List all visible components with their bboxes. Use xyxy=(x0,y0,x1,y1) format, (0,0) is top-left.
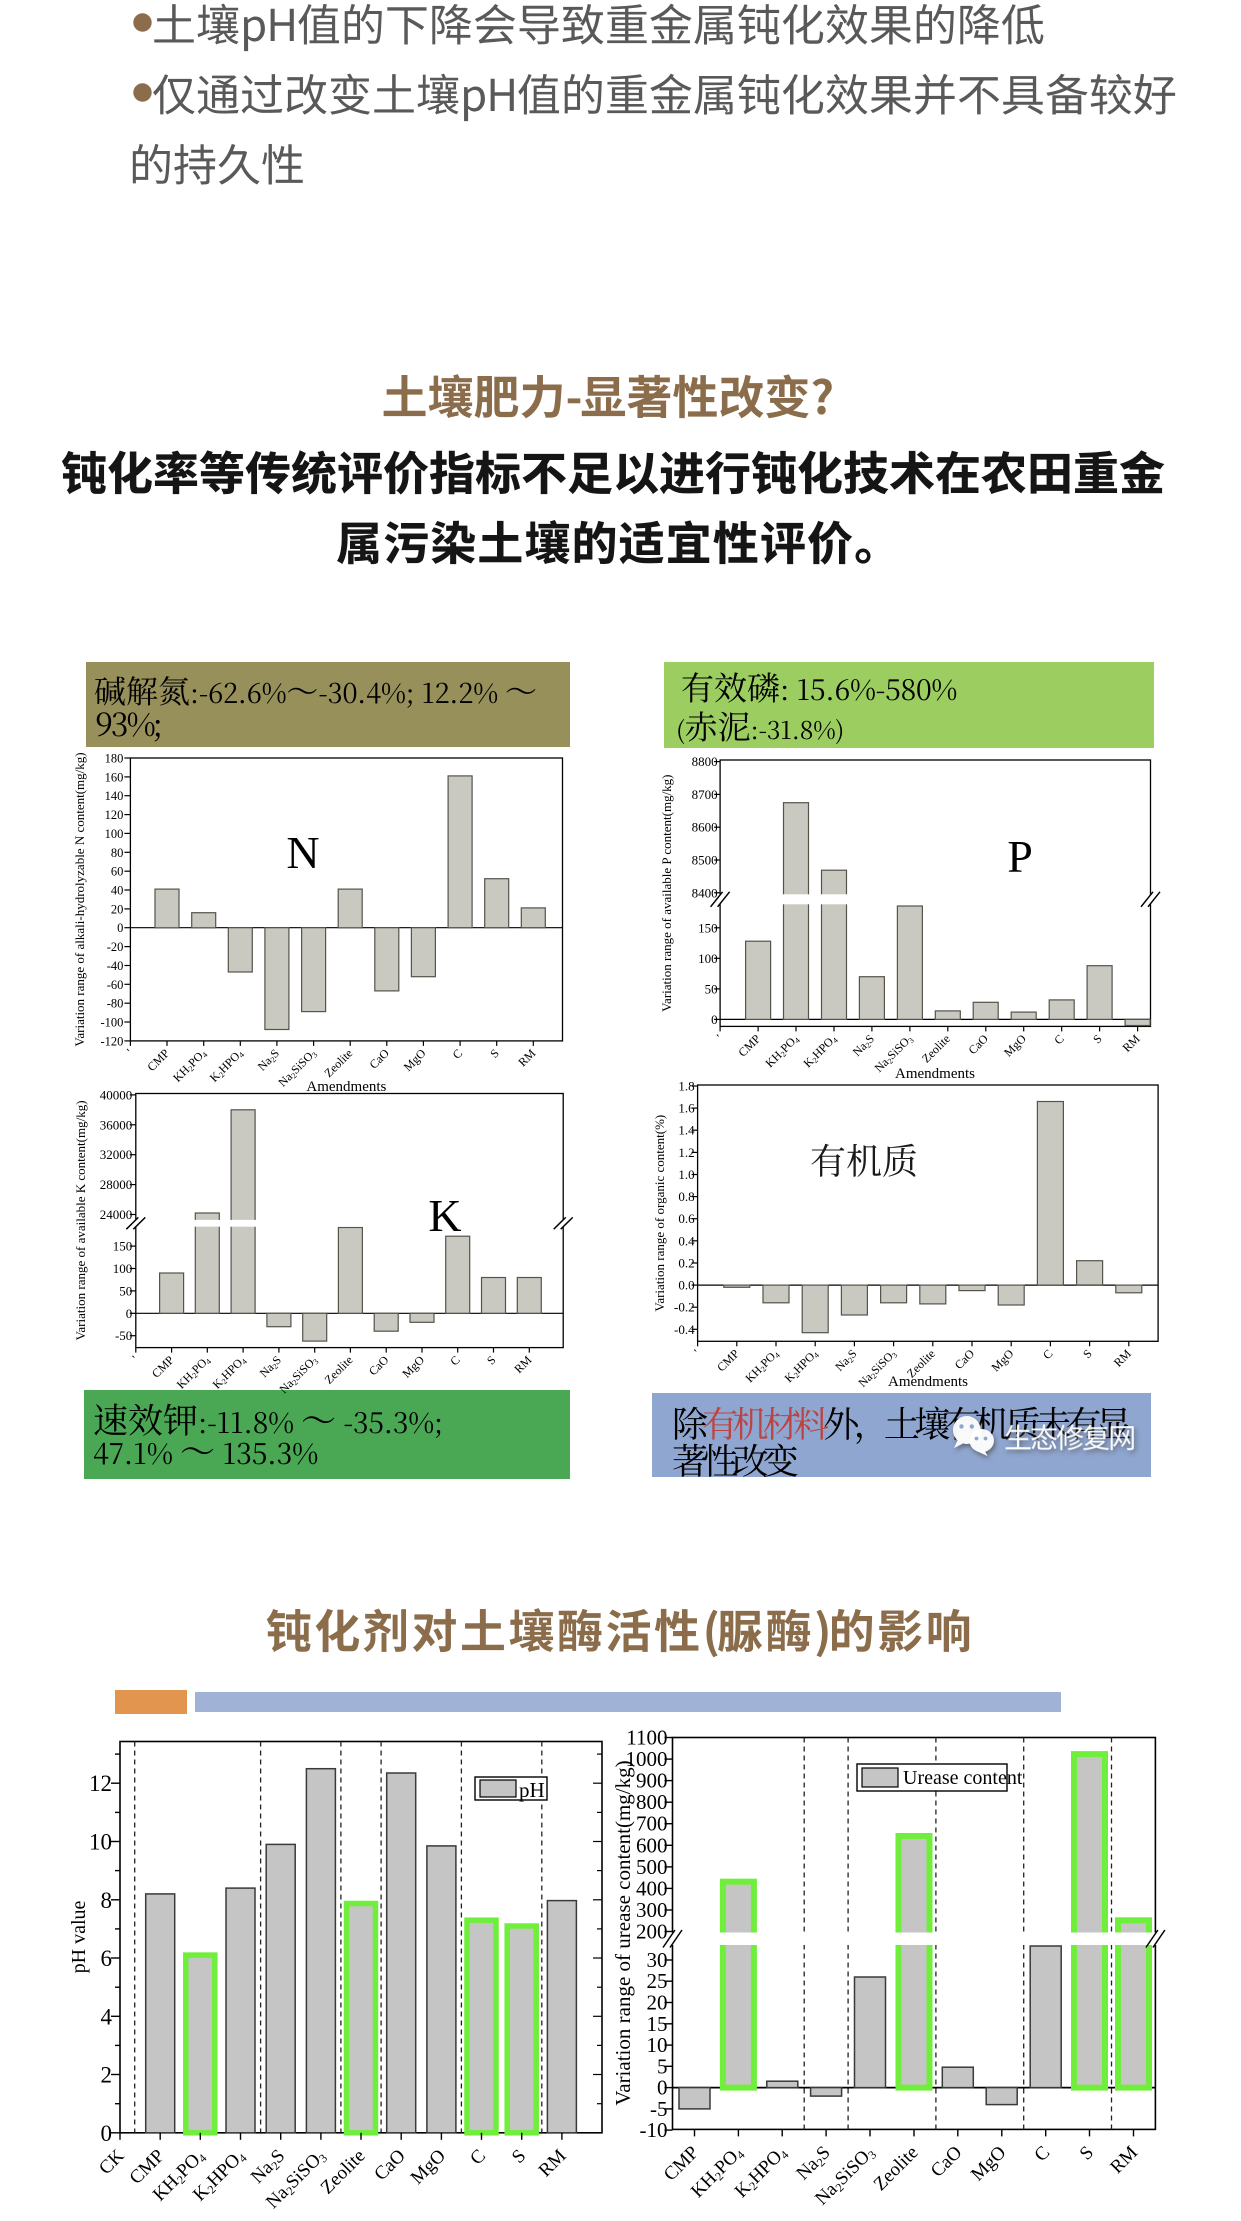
svg-text:0.0: 0.0 xyxy=(678,1278,694,1293)
svg-text:P: P xyxy=(1007,831,1033,882)
svg-text:1.6: 1.6 xyxy=(678,1101,695,1116)
svg-text:600: 600 xyxy=(636,1833,668,1857)
svg-text:': ' xyxy=(124,1046,135,1057)
svg-text:700: 700 xyxy=(636,1812,668,1836)
svg-text:100: 100 xyxy=(113,1261,133,1276)
svg-text:150: 150 xyxy=(113,1239,133,1254)
svg-text:-20: -20 xyxy=(107,940,124,954)
svg-text:-10: -10 xyxy=(640,2118,668,2142)
svg-text:Variation range of available K: Variation range of available K content(m… xyxy=(73,1100,88,1340)
svg-text:8800: 8800 xyxy=(692,754,718,769)
svg-text:900: 900 xyxy=(636,1769,668,1793)
svg-text:Variation range of alkali-hydr: Variation range of alkali-hydrolyzable N… xyxy=(72,752,87,1046)
svg-text:8500: 8500 xyxy=(692,853,718,868)
svg-text:Variation range of available P: Variation range of available P content(m… xyxy=(659,774,674,1011)
svg-text:-60: -60 xyxy=(107,978,124,992)
svg-text:500: 500 xyxy=(636,1855,668,1879)
svg-text:20: 20 xyxy=(647,1991,668,2015)
svg-text:0.6: 0.6 xyxy=(678,1211,695,1226)
svg-text:0: 0 xyxy=(657,2076,668,2100)
svg-text:10: 10 xyxy=(89,1830,112,1855)
svg-text:2: 2 xyxy=(101,2063,113,2088)
svg-text:0.4: 0.4 xyxy=(678,1233,695,1248)
svg-text:80: 80 xyxy=(111,846,124,860)
svg-text:120: 120 xyxy=(105,808,124,822)
svg-text:8: 8 xyxy=(101,1888,113,1913)
svg-text:-40: -40 xyxy=(107,959,124,973)
svg-text:Variation range of urease cont: Variation range of urease content(mg/kg) xyxy=(611,1760,635,2105)
svg-text:6: 6 xyxy=(101,1946,113,1971)
svg-text:160: 160 xyxy=(105,770,124,784)
svg-text:0.2: 0.2 xyxy=(678,1256,694,1271)
svg-text:Amendments: Amendments xyxy=(895,1066,975,1082)
svg-text:': ' xyxy=(691,1347,702,1358)
svg-text:300: 300 xyxy=(636,1898,668,1922)
svg-text:8400: 8400 xyxy=(692,885,718,900)
svg-text:': ' xyxy=(714,1032,725,1043)
svg-text:5: 5 xyxy=(657,2054,668,2078)
svg-text:1.8: 1.8 xyxy=(678,1079,694,1094)
svg-text:50: 50 xyxy=(705,981,718,996)
svg-text:Variation range of organic con: Variation range of organic content(%) xyxy=(652,1115,667,1312)
svg-text:60: 60 xyxy=(111,865,124,879)
svg-text:24000: 24000 xyxy=(100,1207,133,1222)
svg-text:50: 50 xyxy=(119,1283,132,1298)
svg-text:28000: 28000 xyxy=(100,1177,133,1192)
svg-text:40: 40 xyxy=(111,884,124,898)
svg-text:K: K xyxy=(428,1190,461,1241)
svg-text:150: 150 xyxy=(698,920,718,935)
svg-text:0: 0 xyxy=(711,1012,718,1027)
svg-text:pH value: pH value xyxy=(68,1901,90,1974)
svg-text:0.8: 0.8 xyxy=(678,1189,694,1204)
svg-text:Amendments: Amendments xyxy=(888,1374,968,1390)
svg-text:-80: -80 xyxy=(107,997,124,1011)
svg-text:10: 10 xyxy=(647,2033,668,2057)
svg-text:4: 4 xyxy=(101,2004,113,2029)
svg-text:0: 0 xyxy=(101,2121,113,2146)
svg-text:0: 0 xyxy=(126,1306,133,1321)
svg-text:140: 140 xyxy=(105,789,124,803)
svg-text:36000: 36000 xyxy=(100,1117,133,1132)
svg-text:-0.4: -0.4 xyxy=(674,1322,695,1337)
svg-text:8600: 8600 xyxy=(692,820,718,835)
svg-text:1.0: 1.0 xyxy=(678,1167,694,1182)
svg-text:30: 30 xyxy=(647,1948,668,1972)
svg-text:12: 12 xyxy=(89,1771,112,1796)
svg-text:-0.2: -0.2 xyxy=(674,1300,695,1315)
svg-text:200: 200 xyxy=(636,1920,668,1944)
svg-text:-5: -5 xyxy=(650,2097,668,2121)
svg-text:400: 400 xyxy=(636,1876,668,1900)
svg-text:1100: 1100 xyxy=(626,1726,667,1750)
svg-text:N: N xyxy=(286,827,319,878)
svg-text:pH: pH xyxy=(519,1778,545,1802)
svg-text:-50: -50 xyxy=(115,1328,132,1343)
svg-text:20: 20 xyxy=(111,902,124,916)
svg-text:180: 180 xyxy=(105,752,124,766)
svg-text:40000: 40000 xyxy=(100,1087,133,1102)
svg-text:KH2​PO4​: KH2​PO4​ xyxy=(762,1032,801,1071)
svg-text:800: 800 xyxy=(636,1790,668,1814)
svg-text:100: 100 xyxy=(698,951,718,966)
svg-text:100: 100 xyxy=(105,827,124,841)
svg-text:1.4: 1.4 xyxy=(678,1123,695,1138)
svg-text:-100: -100 xyxy=(100,1016,123,1030)
svg-text:Urease content: Urease content xyxy=(903,1767,1023,1789)
svg-text:0: 0 xyxy=(117,921,123,935)
svg-text:8700: 8700 xyxy=(692,787,718,802)
svg-text:15: 15 xyxy=(647,2012,668,2036)
svg-text:-120: -120 xyxy=(100,1034,123,1048)
svg-text:32000: 32000 xyxy=(100,1147,133,1162)
svg-text:1000: 1000 xyxy=(626,1747,668,1771)
svg-text:': ' xyxy=(129,1353,140,1364)
svg-text:Amendments: Amendments xyxy=(306,1079,386,1095)
svg-text:25: 25 xyxy=(647,1969,668,1993)
svg-text:1.2: 1.2 xyxy=(678,1145,694,1160)
